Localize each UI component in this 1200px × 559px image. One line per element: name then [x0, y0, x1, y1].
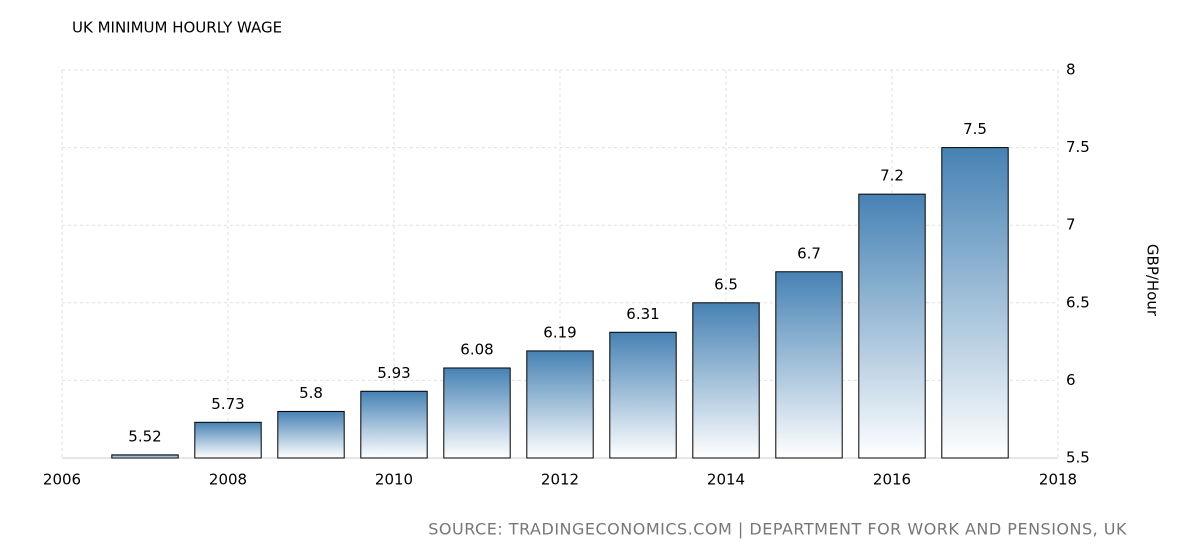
bar	[111, 454, 179, 459]
x-tick-label: 2012	[541, 471, 579, 489]
data-label: 6.19	[543, 323, 576, 341]
bar	[609, 331, 677, 459]
data-label: 5.73	[211, 395, 244, 413]
data-label: 6.08	[460, 340, 493, 358]
data-label: 5.93	[377, 364, 410, 382]
y-tick-label: 7	[1066, 216, 1076, 234]
bar	[443, 367, 511, 459]
bar	[858, 193, 926, 459]
bar	[194, 421, 262, 459]
data-label: 6.31	[626, 305, 659, 323]
bar	[277, 410, 345, 459]
bar	[692, 302, 760, 459]
bar	[775, 271, 843, 459]
y-tick-label: 7.5	[1066, 138, 1090, 156]
chart-title: UK MINIMUM HOURLY WAGE	[72, 19, 282, 37]
x-tick-label: 2018	[1039, 471, 1077, 489]
data-label: 7.2	[880, 167, 904, 185]
y-tick-label: 8	[1066, 61, 1076, 79]
bar	[941, 147, 1009, 459]
data-label: 7.5	[963, 120, 987, 138]
bar	[526, 350, 594, 459]
x-tick-label: 2016	[873, 471, 911, 489]
data-label: 5.52	[128, 427, 161, 445]
y-tick-label: 6	[1066, 371, 1076, 389]
data-label: 6.7	[797, 244, 821, 262]
y-tick-label: 6.5	[1066, 293, 1090, 311]
data-label: 6.5	[714, 275, 738, 293]
bar	[360, 390, 428, 459]
source-note: SOURCE: TRADINGECONOMICS.COM | DEPARTMEN…	[428, 520, 1127, 539]
x-tick-label: 2008	[209, 471, 247, 489]
x-tick-label: 2010	[375, 471, 413, 489]
x-tick-label: 2006	[43, 471, 81, 489]
x-tick-label: 2014	[707, 471, 745, 489]
y-axis-label: GBP/Hour	[1144, 244, 1162, 317]
y-tick-label: 5.5	[1066, 449, 1090, 467]
data-label: 5.8	[299, 384, 323, 402]
